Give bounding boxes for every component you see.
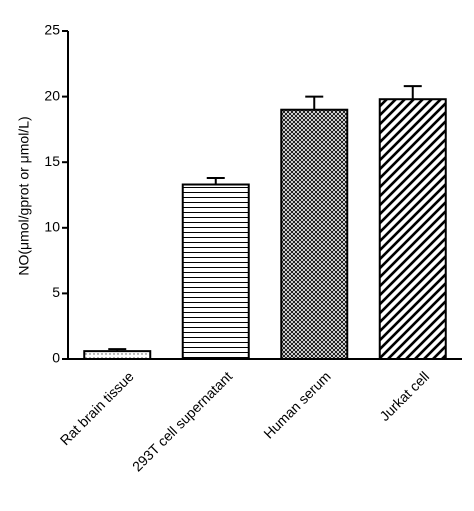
y-tick-label: 15 bbox=[44, 153, 60, 169]
y-tick-label: 25 bbox=[44, 22, 60, 38]
y-ticks: 0 5 10 15 20 25 bbox=[44, 22, 68, 366]
bar bbox=[378, 98, 447, 360]
x-tick-label: 293T cell supernatant bbox=[129, 368, 235, 474]
y-tick-label: 10 bbox=[44, 219, 60, 235]
x-tick-label: Jurkat cell bbox=[376, 368, 432, 424]
y-tick-label: 5 bbox=[52, 284, 60, 300]
y-axis-title: NO(μmol/gprot or μmol/L) bbox=[16, 116, 32, 275]
bar bbox=[280, 108, 349, 360]
bar bbox=[181, 183, 250, 360]
error-bars bbox=[108, 85, 422, 352]
y-tick-label: 0 bbox=[52, 350, 60, 366]
bars bbox=[83, 98, 447, 360]
bar bbox=[83, 350, 152, 360]
x-tick-label: Rat brain tissue bbox=[57, 368, 137, 448]
x-tick-label: Human serum bbox=[260, 368, 333, 441]
y-tick-label: 20 bbox=[44, 87, 60, 103]
